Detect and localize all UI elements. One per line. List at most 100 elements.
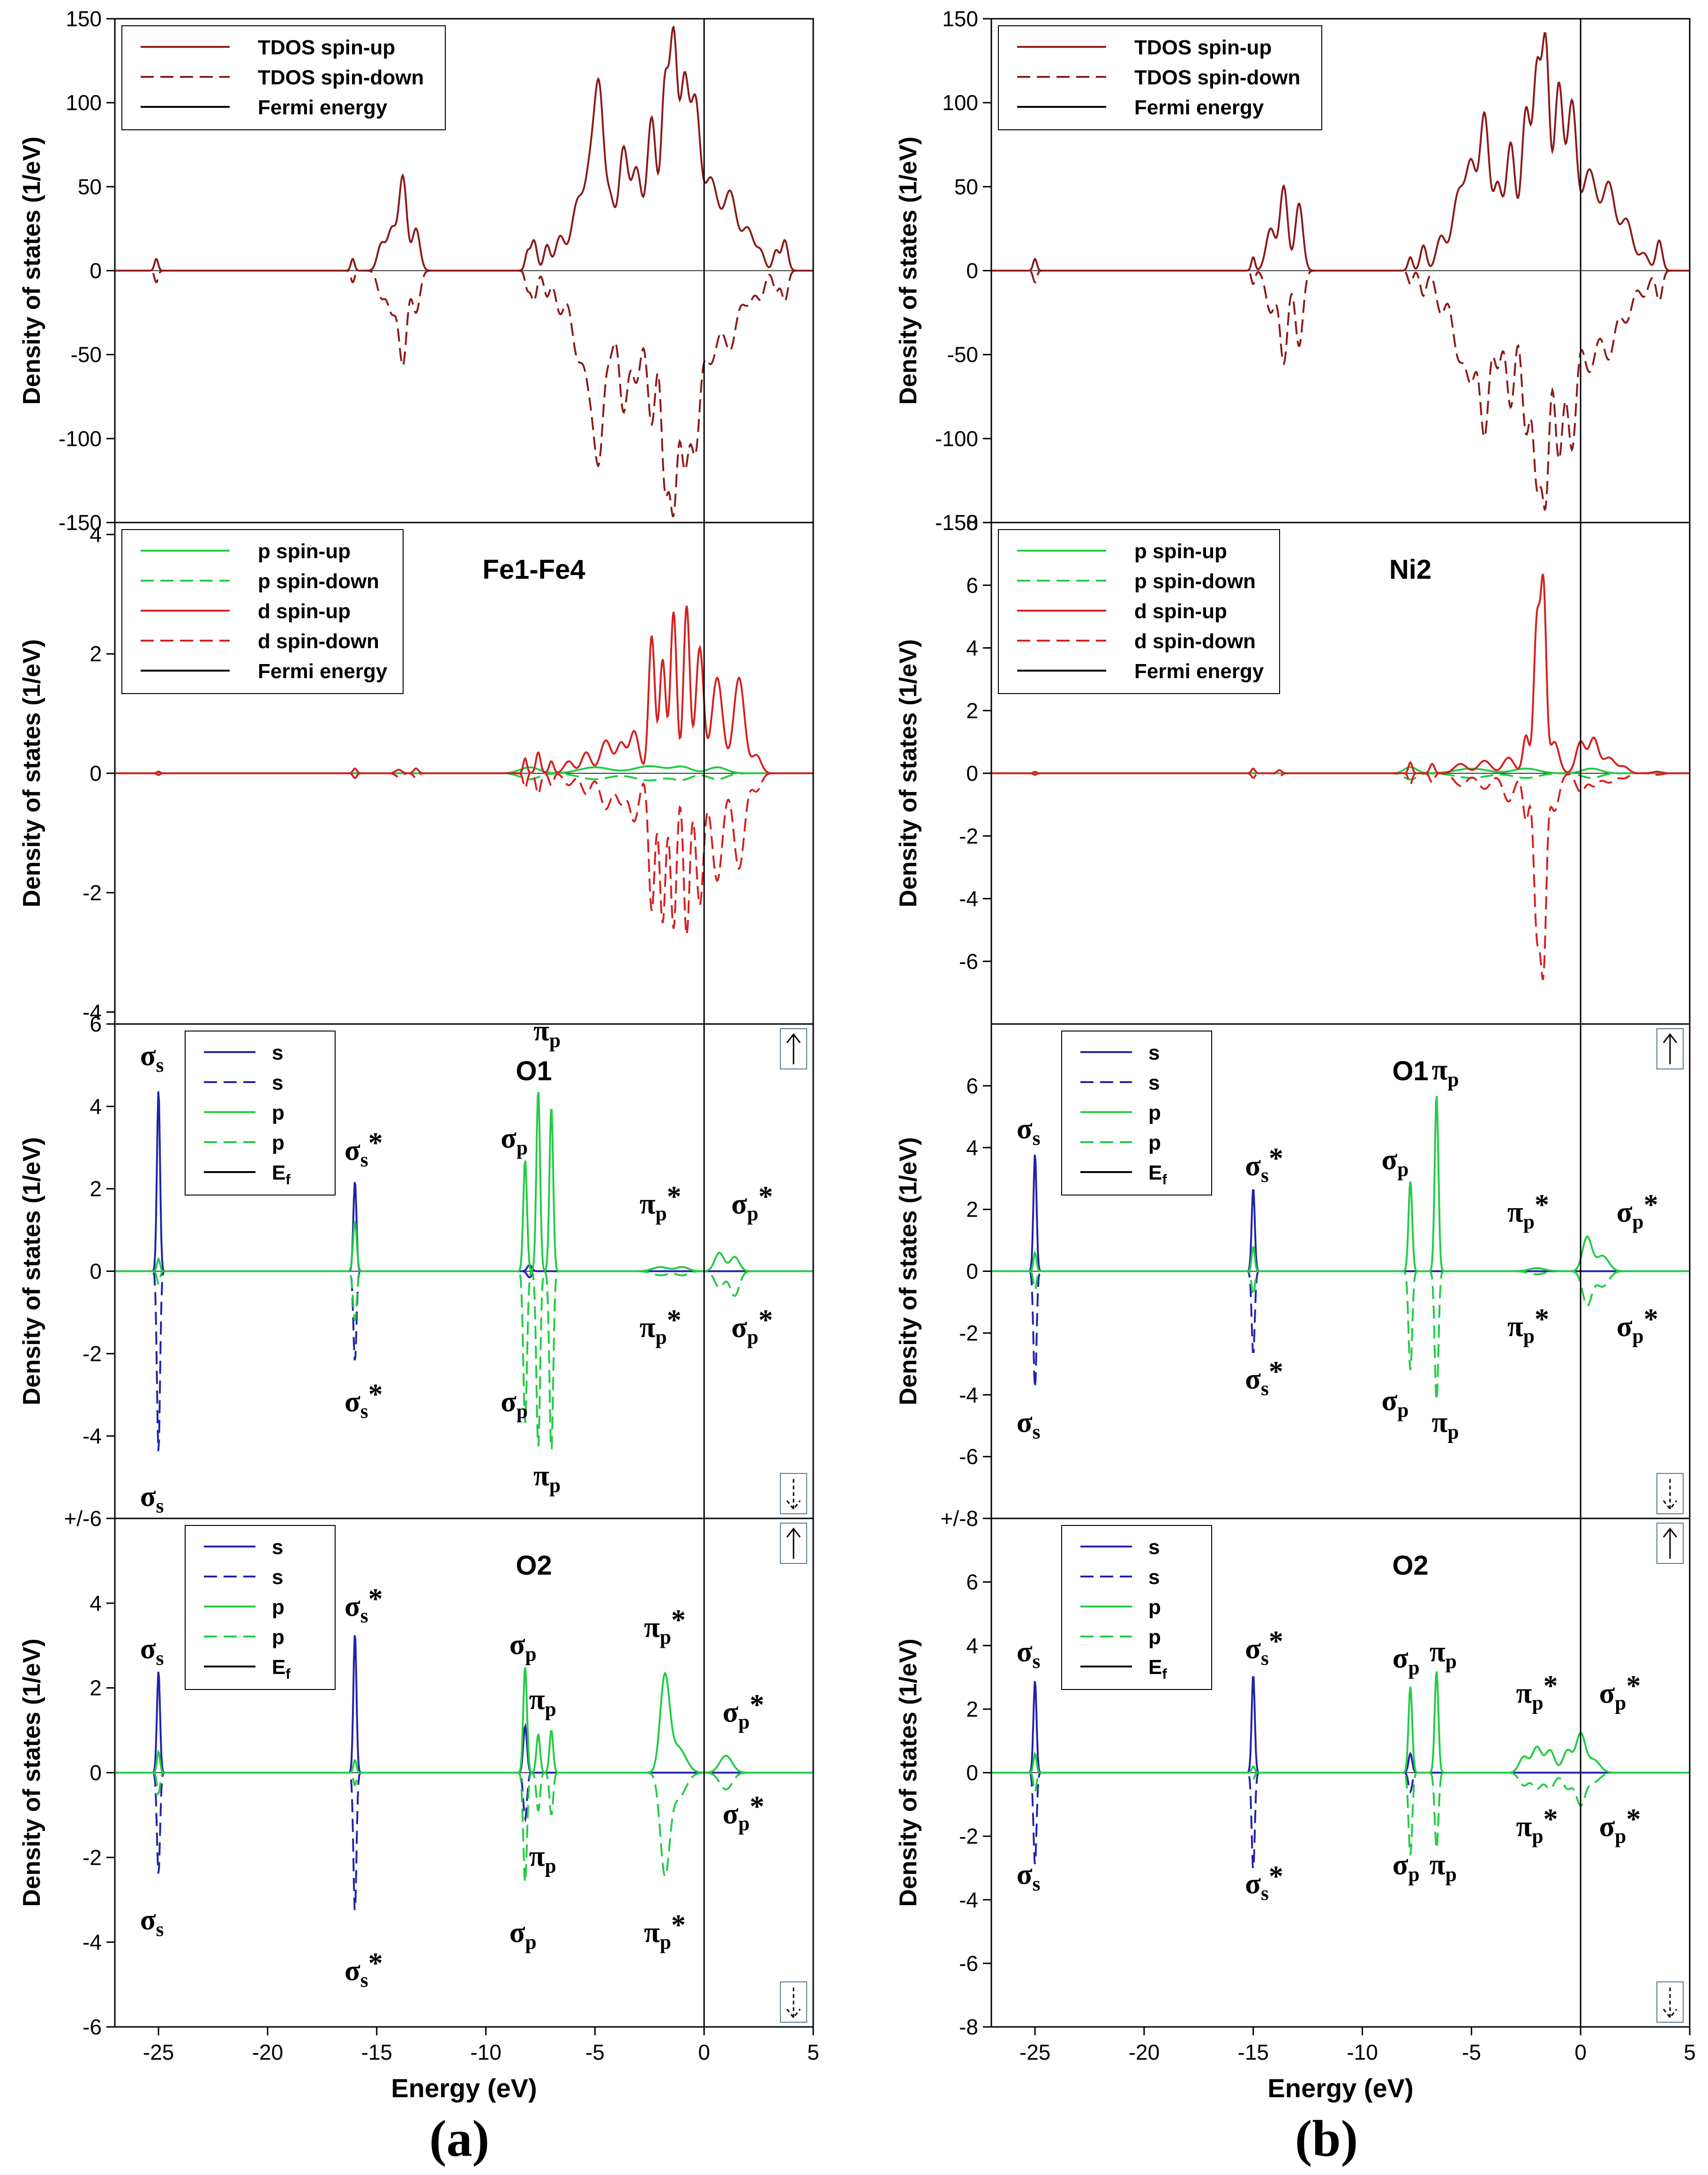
x-tick-label: -20: [1129, 2040, 1160, 2064]
y-tick-label: 0: [966, 259, 978, 283]
legend-label: p: [1148, 1131, 1161, 1154]
y-tick-label: 0: [90, 761, 102, 785]
panel-title: O1: [1392, 1056, 1428, 1086]
y-tick-label: 100: [66, 90, 102, 115]
legend-label: Fermi energy: [258, 660, 388, 683]
y-tick-label: 50: [78, 174, 102, 199]
y-tick-label: -6: [959, 1951, 978, 1975]
x-tick-label: -5: [1462, 2040, 1481, 2064]
legend-label: s: [272, 1071, 283, 1094]
y-tick-label: 0: [966, 1761, 978, 1785]
y-axis-label: Density of states (1/eV): [18, 1137, 45, 1405]
legend-label: p: [272, 1596, 285, 1619]
y-tick-label: 6: [90, 1012, 102, 1036]
y-tick-label: 0: [90, 259, 102, 283]
y-tick-label: 2: [966, 1197, 978, 1222]
y-tick-label: -2: [959, 1824, 978, 1848]
panel-title: O1: [516, 1056, 552, 1086]
y-tick-label: -50: [71, 343, 102, 367]
legend-label: s: [1148, 1041, 1160, 1064]
legend-label: p spin-up: [258, 540, 351, 563]
y-tick-label: -2: [959, 824, 978, 848]
y-tick-label: 4: [966, 1633, 978, 1658]
y-axis-label: Density of states (1/eV): [895, 1137, 922, 1405]
y-tick-label: 2: [90, 642, 102, 666]
y-axis-label: Density of states (1/eV): [18, 1638, 45, 1906]
legend-label: s: [272, 1041, 283, 1064]
y-axis-label: Density of states (1/eV): [895, 639, 922, 907]
y-tick-label: 2: [966, 1697, 978, 1721]
legend-label: s: [1148, 1071, 1160, 1094]
y-tick-label: 2: [90, 1177, 102, 1201]
y-tick-label: -2: [82, 881, 102, 905]
legend-label: d spin-up: [1134, 600, 1227, 623]
y-tick-label: 150: [66, 7, 102, 31]
panel-title: O2: [1392, 1550, 1428, 1581]
legend-label: TDOS spin-down: [258, 66, 424, 89]
legend-label: TDOS spin-down: [1134, 66, 1300, 89]
y-tick-label: -4: [959, 1888, 978, 1912]
y-tick-label: 4: [966, 1136, 978, 1160]
y-tick-label: 100: [942, 90, 978, 115]
panel-title: Fe1-Fe4: [482, 554, 585, 585]
y-axis-label: Density of states (1/eV): [895, 1638, 922, 1906]
legend-label: d spin-down: [1134, 630, 1256, 653]
x-tick-label: 0: [1574, 2040, 1587, 2064]
legend-label: d spin-down: [258, 630, 379, 653]
y-tick-label: 8: [966, 510, 978, 535]
y-tick-label: 0: [90, 1761, 102, 1785]
x-tick-label: -15: [1238, 2040, 1269, 2064]
y-tick-label: -50: [947, 343, 978, 367]
x-tick-label: 5: [807, 2040, 819, 2064]
y-tick-label: 150: [942, 7, 978, 31]
x-tick-label: -25: [143, 2040, 174, 2064]
y-tick-label: 4: [966, 636, 978, 660]
legend-label: p spin-up: [1134, 540, 1227, 563]
legend-label: s: [272, 1536, 283, 1559]
x-tick-label: -15: [361, 2040, 392, 2064]
y-tick-label: 2: [966, 698, 978, 723]
y-tick-label: -6: [82, 2015, 102, 2039]
y-tick-label: -100: [935, 426, 978, 451]
y-tick-label: 50: [954, 174, 978, 199]
x-tick-label: -25: [1019, 2040, 1050, 2064]
x-tick-label: -20: [252, 2040, 283, 2064]
y-tick-label: -4: [959, 887, 978, 911]
y-tick-label: -8: [959, 2015, 978, 2039]
figure-label-b: (b): [1295, 2110, 1358, 2167]
y-tick-label: -4: [82, 1930, 102, 1954]
panel-title: O2: [516, 1550, 552, 1581]
legend-label: s: [1148, 1536, 1160, 1559]
legend-label: p: [272, 1101, 285, 1124]
y-tick-label: +/-8: [940, 1506, 978, 1531]
legend-label: TDOS spin-up: [1134, 36, 1272, 59]
legend-label: s: [272, 1566, 283, 1589]
legend-label: Fermi energy: [1134, 660, 1264, 683]
legend-label: d spin-up: [258, 600, 351, 623]
x-tick-label: 0: [698, 2040, 710, 2064]
legend-label: p spin-down: [1134, 570, 1256, 593]
y-tick-label: 4: [90, 1591, 102, 1615]
y-tick-label: 4: [90, 522, 102, 546]
legend-label: p: [1148, 1626, 1161, 1649]
y-tick-label: -2: [82, 1845, 102, 1869]
y-tick-label: -6: [959, 1444, 978, 1469]
legend-label: s: [1148, 1566, 1160, 1589]
legend-label: p: [272, 1131, 285, 1154]
legend-label: p spin-down: [258, 570, 379, 593]
x-tick-label: -10: [1347, 2040, 1378, 2064]
legend-label: TDOS spin-up: [258, 36, 395, 59]
y-tick-label: -4: [959, 1383, 978, 1407]
legend-label: p: [1148, 1596, 1161, 1619]
y-tick-label: -6: [959, 949, 978, 973]
y-axis-label: Density of states (1/eV): [18, 136, 45, 404]
x-tick-label: 5: [1684, 2040, 1696, 2064]
y-axis-label: Density of states (1/eV): [895, 136, 922, 404]
figure-label-a: (a): [429, 2110, 489, 2167]
y-tick-label: 4: [90, 1094, 102, 1119]
y-tick-label: 6: [966, 1074, 978, 1098]
y-tick-label: 6: [966, 573, 978, 598]
y-tick-label: 6: [966, 1570, 978, 1594]
y-tick-label: -2: [82, 1341, 102, 1366]
y-tick-label: 0: [966, 1259, 978, 1284]
